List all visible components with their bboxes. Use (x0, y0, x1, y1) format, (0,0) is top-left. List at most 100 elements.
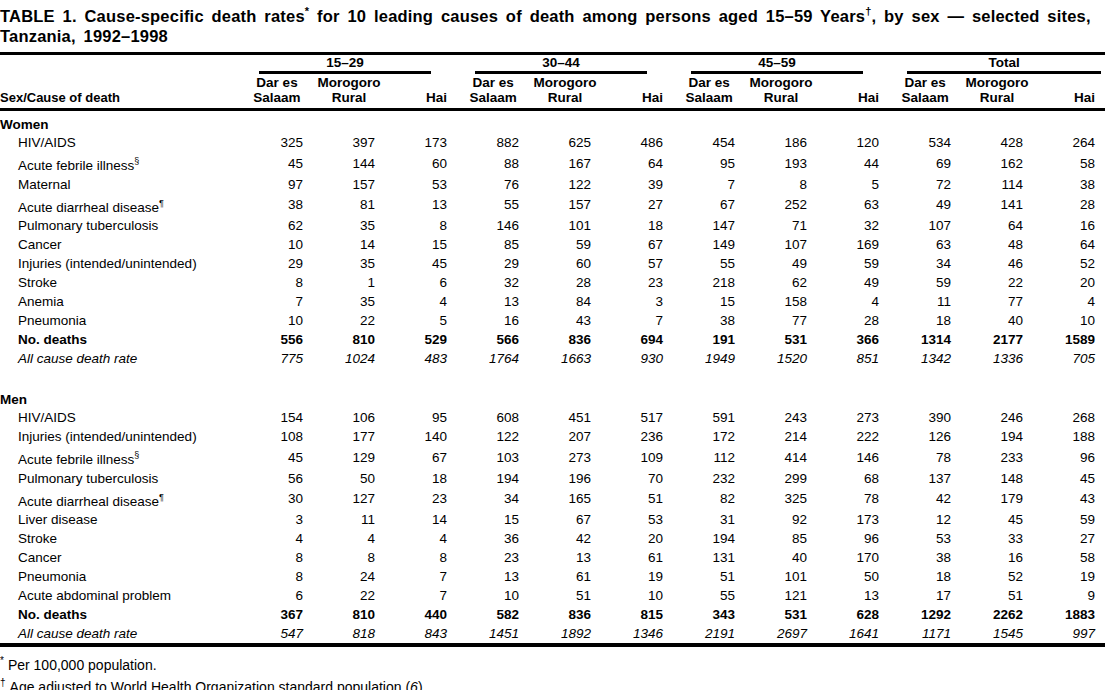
rate-cell: 16 (961, 548, 1033, 567)
rate-cell: 55 (673, 586, 745, 605)
rate-cell: 46 (961, 254, 1033, 273)
rate-cell: 70 (601, 469, 673, 488)
rate-cell: 140 (385, 427, 457, 446)
rate-cell: 62 (241, 216, 313, 235)
rate-cell: 107 (889, 216, 961, 235)
rate-cell: 232 (673, 469, 745, 488)
table-row: Pneumonia1022516437387728184010 (0, 311, 1105, 330)
rate-cell: 534 (889, 133, 961, 152)
row-label: All cause death rate (0, 624, 241, 645)
rate-cell: 1451 (457, 624, 529, 645)
section-header-women: Women (0, 110, 1105, 134)
rate-cell: 428 (961, 133, 1033, 152)
rate-cell: 63 (889, 235, 961, 254)
rate-cell: 52 (961, 567, 1033, 586)
age-group-label: 30–44 (475, 55, 647, 74)
footnote-text: Age adjusted to World Health Organizatio… (10, 679, 411, 690)
footnote-text: Per 100,000 population. (8, 657, 157, 673)
table-row: All cause death rate54781884314511892134… (0, 624, 1105, 645)
table-row: Injuries (intended/unintended)1081771401… (0, 427, 1105, 446)
rate-cell: 1545 (961, 624, 1033, 645)
rate-cell: 1 (313, 273, 385, 292)
rate-cell: 157 (529, 194, 601, 217)
rate-cell: 18 (385, 469, 457, 488)
rate-cell: 64 (1033, 235, 1105, 254)
rate-cell: 843 (385, 624, 457, 645)
rate-cell: 63 (817, 194, 889, 217)
row-label: Acute diarrheal disease¶ (0, 488, 241, 511)
rate-cell: 29 (241, 254, 313, 273)
footnote-per-population: *Per 100,000 population. (0, 652, 1105, 674)
rate-cell: 1314 (889, 330, 961, 349)
rate-cell: 517 (601, 408, 673, 427)
table-row: HIV/AIDS32539717388262548645418612053442… (0, 133, 1105, 152)
rate-cell: 13 (385, 194, 457, 217)
rate-cell: 13 (817, 586, 889, 605)
rate-cell: 51 (529, 586, 601, 605)
rate-cell: 50 (313, 469, 385, 488)
site-header-hai: Hai (601, 75, 673, 110)
table-row: No. deaths556810529566836694191531366131… (0, 330, 1105, 349)
table-row: Acute febrile illness§451446088167649519… (0, 152, 1105, 175)
rate-cell: 1342 (889, 349, 961, 368)
site-header-dar-es-salaam: Dar esSalaam (673, 75, 745, 110)
rate-cell: 591 (673, 408, 745, 427)
rate-cell: 8 (385, 216, 457, 235)
table-title: TABLE 1. Cause-specific death rates* for… (0, 0, 1105, 50)
rate-cell: 264 (1033, 133, 1105, 152)
rate-cell: 92 (745, 510, 817, 529)
row-label: Pneumonia (0, 311, 241, 330)
rate-cell: 38 (889, 548, 961, 567)
rate-cell: 59 (817, 254, 889, 273)
rate-cell: 13 (529, 548, 601, 567)
row-label: All cause death rate (0, 349, 241, 368)
rate-cell: 84 (529, 292, 601, 311)
rate-cell: 705 (1033, 349, 1105, 368)
rate-cell: 61 (529, 567, 601, 586)
death-rates-table: 15–29 30–44 45–59 Total Sex/Cause of dea… (0, 52, 1105, 648)
rate-cell: 97 (241, 175, 313, 194)
rate-cell: 67 (529, 510, 601, 529)
rate-cell: 367 (241, 605, 313, 624)
rate-cell: 68 (817, 469, 889, 488)
rate-cell: 8 (241, 273, 313, 292)
rate-cell: 60 (529, 254, 601, 273)
rate-cell: 43 (529, 311, 601, 330)
rate-cell: 67 (385, 446, 457, 469)
site-header-morogoro-rural: MorogoroRural (961, 75, 1033, 110)
rate-cell: 131 (673, 548, 745, 567)
rate-cell: 38 (673, 311, 745, 330)
rate-cell: 27 (1033, 529, 1105, 548)
rate-cell: 18 (601, 216, 673, 235)
rate-cell: 58 (1033, 152, 1105, 175)
rate-cell: 18 (889, 311, 961, 330)
rate-cell: 836 (529, 605, 601, 624)
age-group-label: 45–59 (691, 55, 863, 74)
rate-cell: 53 (889, 529, 961, 548)
rate-cell: 126 (889, 427, 961, 446)
footnote-marker: § (134, 156, 139, 166)
rate-cell: 851 (817, 349, 889, 368)
rate-cell: 64 (961, 216, 1033, 235)
rate-cell: 236 (601, 427, 673, 446)
rate-cell: 194 (457, 469, 529, 488)
rate-cell: 42 (529, 529, 601, 548)
footnote-marker: ¶ (159, 198, 164, 208)
rate-cell: 810 (313, 330, 385, 349)
age-group-label: 15–29 (259, 55, 431, 74)
rate-cell: 207 (529, 427, 601, 446)
row-label: Liver disease (0, 510, 241, 529)
rate-cell: 252 (745, 194, 817, 217)
rate-cell: 72 (889, 175, 961, 194)
rate-cell: 45 (241, 446, 313, 469)
rate-cell: 930 (601, 349, 673, 368)
rate-cell: 11 (313, 510, 385, 529)
section-name: Men (0, 368, 1105, 408)
rate-cell: 170 (817, 548, 889, 567)
rate-cell: 157 (313, 175, 385, 194)
rate-cell: 23 (457, 548, 529, 567)
rate-cell: 196 (529, 469, 601, 488)
table-row: Acute abdominal problem62271051105512113… (0, 586, 1105, 605)
rate-cell: 82 (673, 488, 745, 511)
rate-cell: 366 (817, 330, 889, 349)
